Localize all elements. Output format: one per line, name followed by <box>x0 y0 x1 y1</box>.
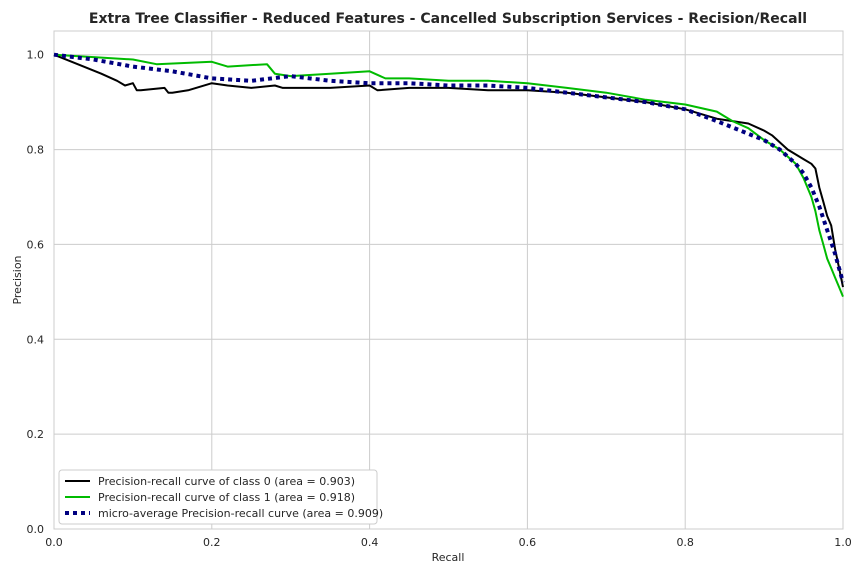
grid-lines <box>53 31 844 530</box>
legend-box <box>58 469 378 525</box>
x-axis-label: Recall <box>432 551 465 564</box>
series-line-1 <box>53 53 844 297</box>
plot-background <box>53 30 844 530</box>
series-layer <box>53 52 845 297</box>
y-tick-label: 0.6 <box>27 238 45 251</box>
y-tick-label: 1.0 <box>27 49 45 62</box>
y-axis-ticks: 0.0 0.2 0.4 0.6 0.8 1.0 <box>27 49 45 536</box>
legend-items: Precision-recall curve of class 0 (area … <box>65 475 383 520</box>
y-tick-label: 0.0 <box>27 523 45 536</box>
x-tick-label: 0.0 <box>45 536 63 549</box>
legend-label-0: Precision-recall curve of class 0 (area … <box>98 475 355 488</box>
x-tick-label: 0.4 <box>361 536 379 549</box>
x-axis-ticks: 0.0 0.2 0.4 0.6 0.8 1.0 <box>45 536 852 549</box>
x-tick-label: 0.6 <box>519 536 537 549</box>
y-tick-label: 0.4 <box>27 333 45 346</box>
y-axis-label: Precision <box>11 255 24 304</box>
legend: Precision-recall curve of class 0 (area … <box>58 469 383 525</box>
plot-area: 0.0 0.2 0.4 0.6 0.8 1.0 0.0 0.2 0.4 0.6 0.8 1.0 <box>27 30 852 549</box>
legend-label-1: Precision-recall curve of class 1 (area … <box>98 491 355 504</box>
series-line-0 <box>53 53 844 288</box>
chart-title: Extra Tree Classifier - Reduced Features… <box>89 11 807 27</box>
legend-label-2: micro-average Precision-recall curve (ar… <box>98 507 383 520</box>
x-tick-label: 0.8 <box>676 536 694 549</box>
y-tick-label: 0.2 <box>27 428 45 441</box>
x-tick-label: 0.2 <box>203 536 221 549</box>
x-tick-label: 1.0 <box>834 536 852 549</box>
series-line-2 <box>53 52 845 283</box>
y-tick-label: 0.8 <box>27 144 45 157</box>
